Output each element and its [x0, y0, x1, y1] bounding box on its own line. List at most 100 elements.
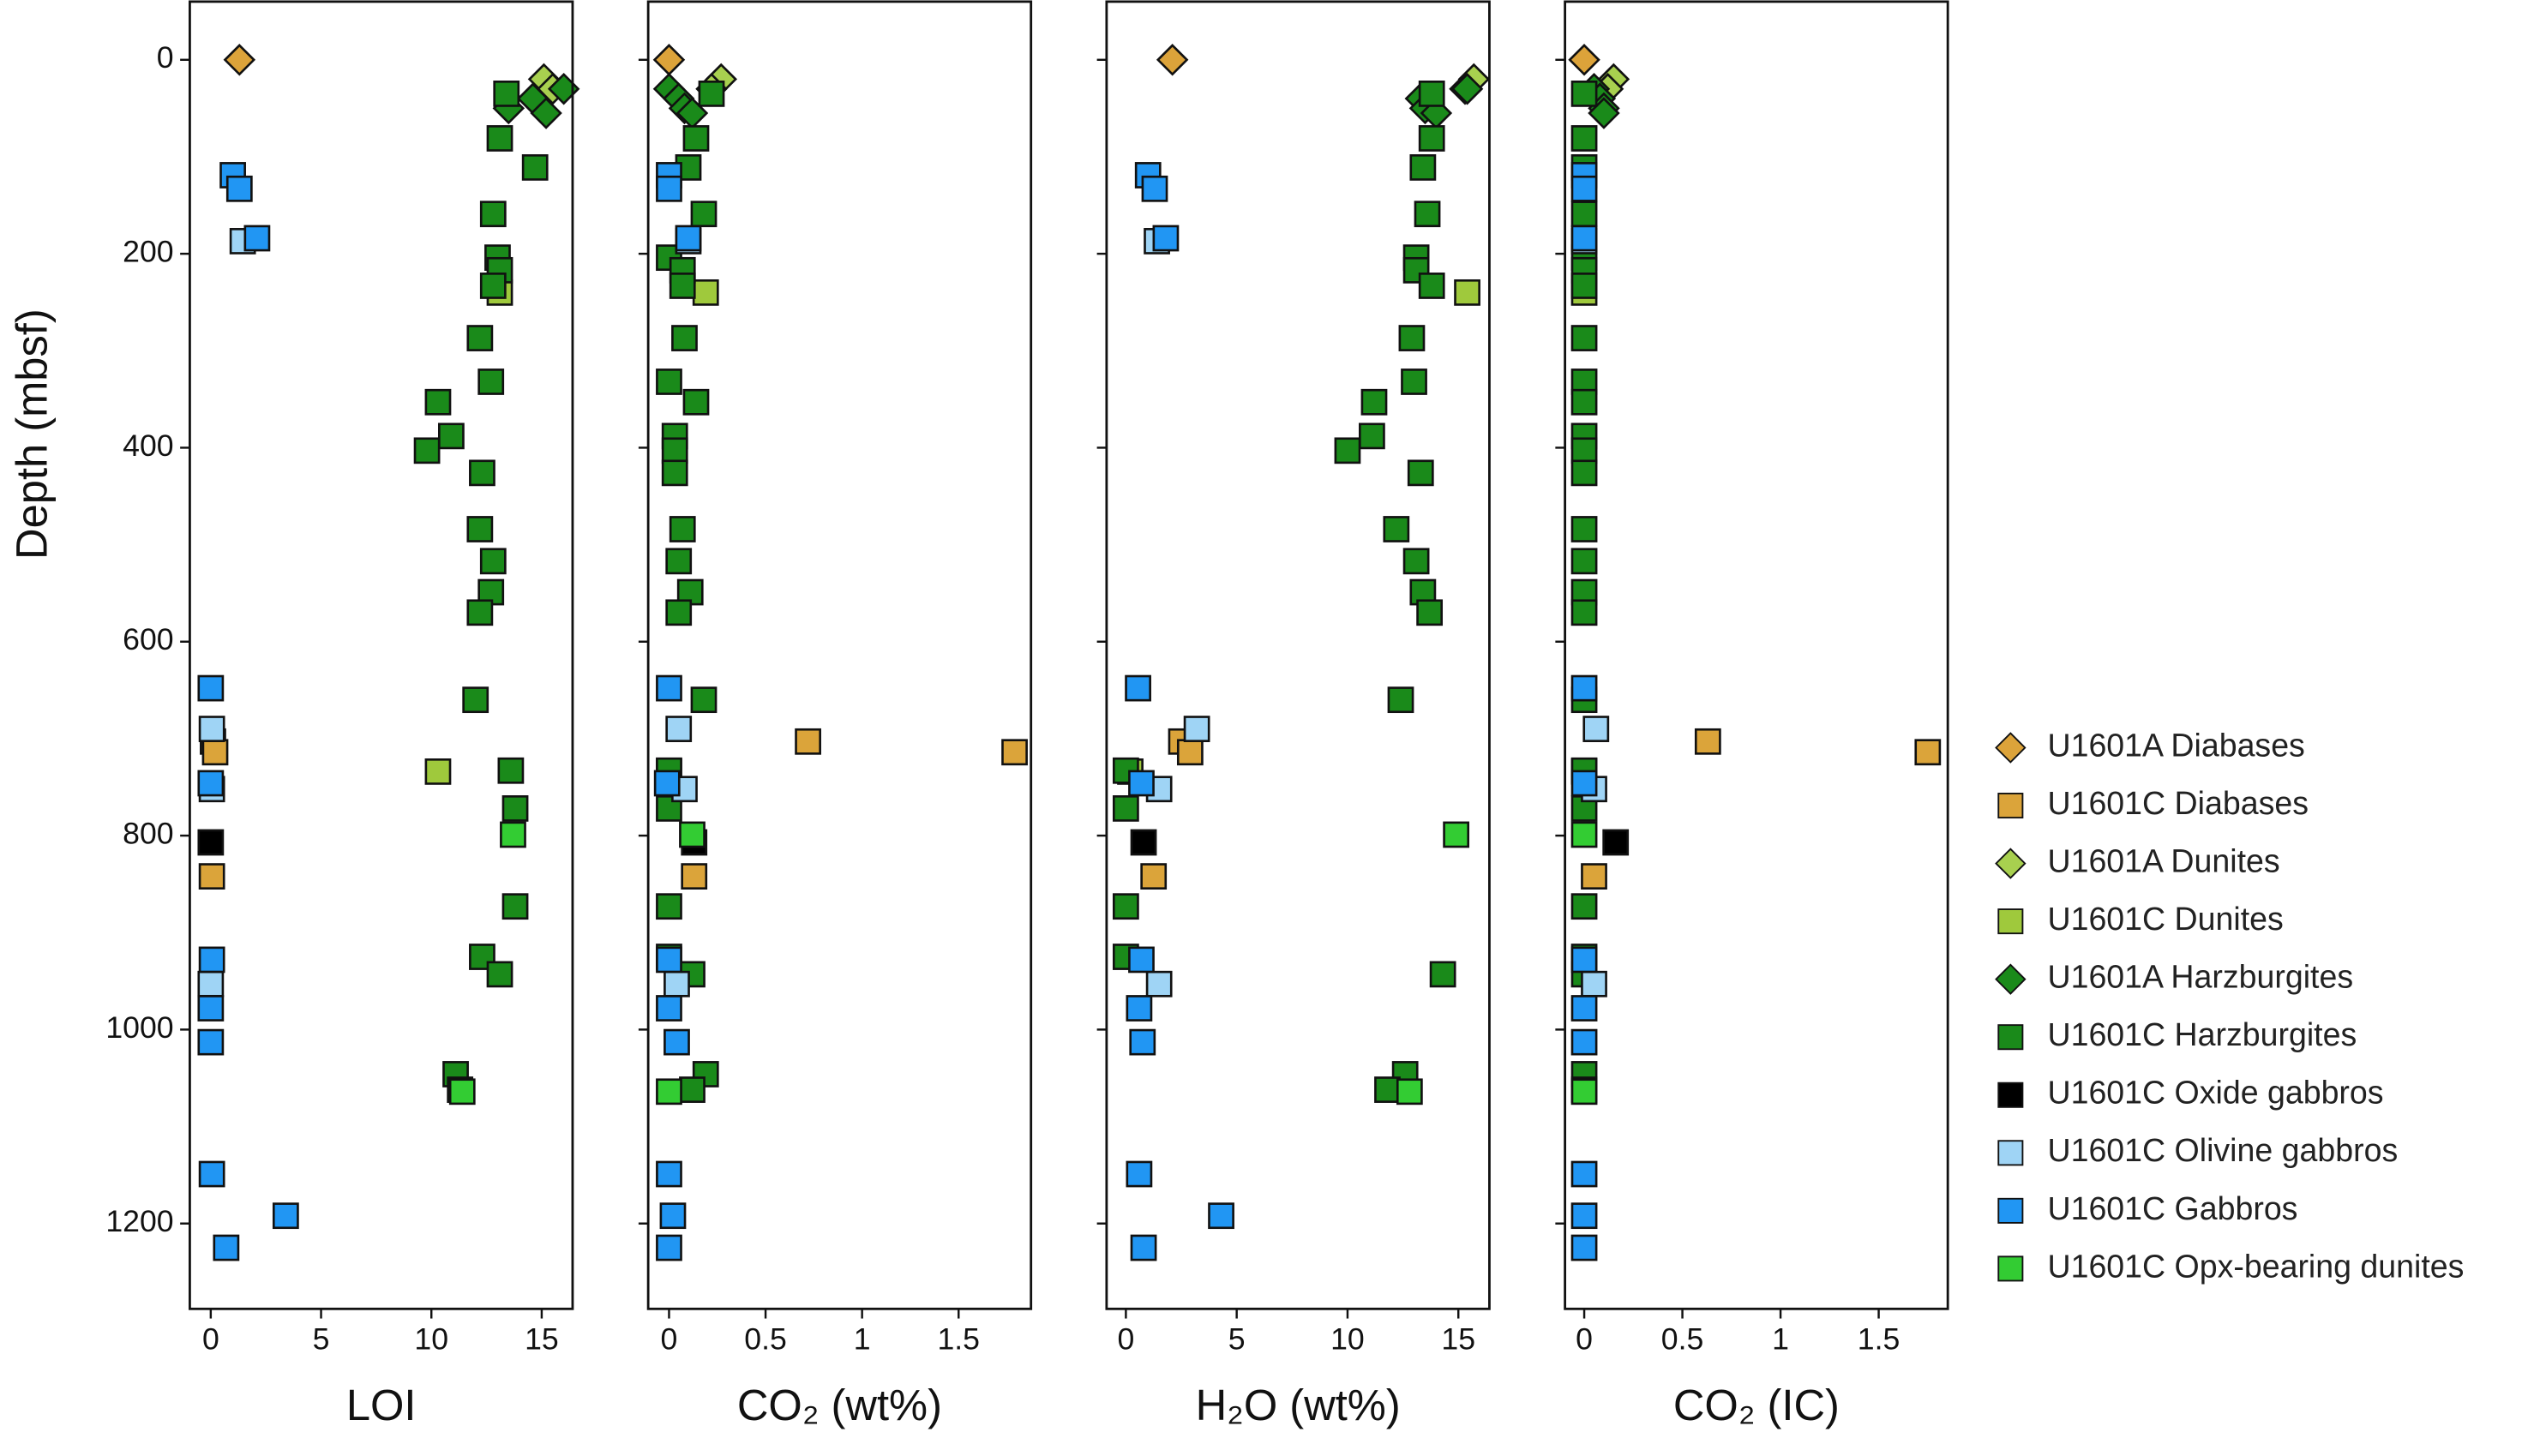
square-marker	[469, 459, 495, 487]
square-marker	[1126, 995, 1153, 1022]
square-marker	[656, 368, 682, 395]
square-marker	[1570, 1160, 1598, 1188]
square-marker	[198, 863, 225, 890]
square-marker	[462, 686, 489, 714]
square-marker	[479, 548, 507, 575]
square-marker	[1570, 125, 1598, 152]
square-marker	[659, 1202, 687, 1230]
square-marker	[1402, 548, 1430, 575]
square-marker	[1125, 674, 1151, 702]
legend-label: U1601C Diabases	[2047, 785, 2308, 821]
square-marker	[656, 1234, 682, 1261]
square-marker	[500, 821, 526, 848]
x-tick-label: 1.5	[1858, 1321, 1901, 1356]
square-marker	[1443, 821, 1470, 848]
square-marker	[1418, 81, 1445, 107]
square-marker	[1128, 770, 1155, 797]
square-marker	[1570, 516, 1598, 542]
square-marker	[1140, 863, 1168, 890]
diamond-marker	[223, 44, 256, 76]
square-marker	[690, 686, 718, 714]
diamond-marker	[652, 44, 686, 76]
square-marker	[656, 1078, 682, 1105]
square-marker	[1112, 795, 1139, 822]
x-tick-label: 5	[313, 1321, 330, 1356]
square-marker	[664, 970, 690, 998]
square-marker	[213, 1234, 240, 1261]
square-marker	[669, 273, 696, 299]
plot-frame	[1564, 0, 1949, 1310]
square-marker	[1414, 201, 1441, 228]
square-marker	[698, 81, 725, 107]
x-tick-label: 15	[1441, 1321, 1475, 1356]
square-marker	[1570, 674, 1598, 702]
x-tick-label: 0	[1576, 1321, 1593, 1356]
square-marker	[669, 516, 696, 542]
square-marker	[1581, 863, 1607, 890]
x-tick-label: 0.5	[1661, 1321, 1704, 1356]
square-marker	[675, 154, 702, 181]
plot-frame	[646, 0, 1033, 1310]
square-marker	[681, 863, 708, 890]
square-marker	[521, 154, 549, 181]
square-marker	[1152, 225, 1180, 252]
square-marker	[1409, 154, 1437, 181]
square-marker	[682, 388, 710, 416]
square-marker	[501, 893, 529, 920]
x-axis-label: LOI	[346, 1381, 417, 1429]
y-tick-label: 800	[123, 817, 173, 851]
square-marker	[198, 946, 225, 974]
square-marker	[225, 175, 253, 202]
square-marker	[1130, 829, 1157, 856]
legend-marker	[1997, 1197, 2024, 1224]
square-marker	[486, 961, 513, 988]
legend-marker	[1997, 1082, 2024, 1108]
square-marker	[466, 325, 494, 351]
legend-label: U1601C Olivine gabbros	[2047, 1132, 2398, 1168]
square-marker	[656, 893, 682, 920]
square-marker	[665, 599, 693, 626]
square-marker	[653, 770, 681, 797]
x-tick-label: 0	[661, 1321, 678, 1356]
square-marker	[671, 325, 698, 351]
y-tick-label: 1200	[105, 1204, 173, 1238]
square-marker	[1570, 995, 1598, 1022]
square-marker	[479, 273, 507, 299]
square-marker	[1129, 1028, 1156, 1056]
square-marker	[424, 758, 452, 785]
x-tick-label: 15	[525, 1321, 559, 1356]
square-marker	[198, 716, 225, 742]
y-tick-label: 600	[123, 622, 173, 656]
square-marker	[477, 368, 505, 395]
square-marker	[197, 674, 225, 702]
square-marker	[1429, 961, 1456, 988]
square-marker	[1570, 770, 1598, 797]
legend-label: U1601A Dunites	[2047, 842, 2279, 878]
plot-frame	[1105, 0, 1491, 1310]
square-marker	[1418, 273, 1445, 299]
square-marker	[690, 201, 718, 228]
square-marker	[243, 225, 271, 252]
diamond-marker	[530, 97, 562, 129]
square-marker	[682, 125, 710, 152]
square-marker	[197, 995, 225, 1022]
square-marker	[1130, 1234, 1157, 1261]
square-marker	[665, 716, 693, 742]
square-marker	[1581, 970, 1607, 998]
x-axis-label: H₂O (wt%)	[1196, 1381, 1401, 1429]
x-tick-label: 1	[1772, 1321, 1789, 1356]
square-marker	[1570, 325, 1598, 351]
square-marker	[1383, 516, 1410, 542]
x-tick-label: 0.5	[744, 1321, 787, 1356]
square-marker	[1570, 821, 1598, 848]
square-marker	[197, 829, 225, 856]
x-axis-label: CO₂ (IC)	[1673, 1381, 1840, 1429]
square-marker	[665, 548, 693, 575]
square-marker	[679, 1076, 706, 1103]
square-marker	[272, 1202, 299, 1230]
square-marker	[1360, 388, 1388, 416]
square-marker	[1407, 459, 1434, 487]
y-tick-label: 1000	[105, 1010, 173, 1045]
square-marker	[1141, 175, 1168, 202]
